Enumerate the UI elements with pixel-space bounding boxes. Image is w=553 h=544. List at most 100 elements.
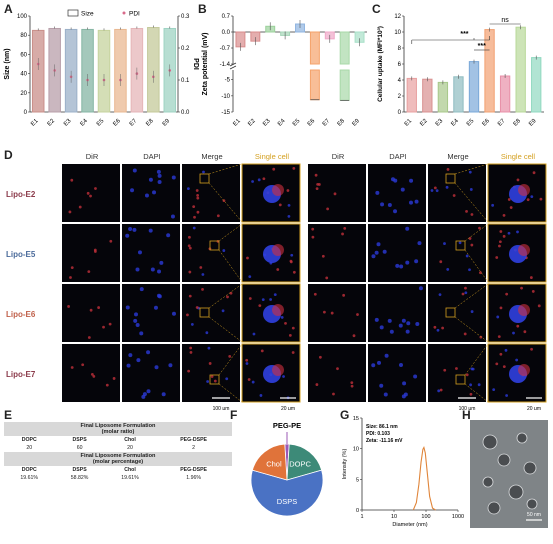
cell-spot (78, 205, 82, 209)
column-header: DAPI (143, 152, 161, 161)
cell-spot (402, 381, 407, 386)
cell-spot (509, 206, 513, 209)
cell-spot (461, 292, 465, 296)
cell-spot (499, 230, 503, 233)
cell-spot (287, 203, 291, 207)
cell-spot (135, 322, 140, 327)
cell-spot (291, 351, 295, 354)
cell-spot (292, 166, 296, 170)
tem-image (470, 420, 548, 528)
sig-label: *** (478, 43, 486, 50)
x-tick-label: 100 (421, 514, 430, 520)
cell-spot (228, 354, 232, 358)
micrograph (62, 164, 120, 222)
cell-spot (352, 334, 356, 338)
chart-a-size-pdi: 0 20 40 60 80 100 0.0 0.1 0.2 0.3 Size (nm) PDI E1 E2… (4, 9, 199, 128)
pie-label: DSPS (277, 497, 297, 506)
cell-spot (415, 322, 420, 327)
zoom-box (199, 173, 210, 184)
cell-spot (245, 362, 249, 365)
y-tick-label: 0 (398, 110, 402, 116)
cell-spot (469, 383, 473, 387)
x-tick-label: E9 (352, 118, 362, 128)
cell-spot (192, 205, 196, 209)
cell-spot (216, 214, 220, 218)
table-cell: 19.61% (121, 475, 139, 481)
cell-spot (269, 298, 273, 301)
cell-spot (441, 326, 445, 330)
cell-spot (418, 286, 423, 291)
cell-spot (139, 331, 144, 336)
cell-spot (133, 318, 138, 323)
cell-spot (496, 315, 500, 319)
cell-spot (470, 243, 474, 247)
dir-signal (272, 364, 284, 376)
y-tick-label: -0.7 (220, 46, 231, 52)
cell-spot (468, 237, 472, 240)
cell-spot (186, 187, 190, 191)
cell-spot (206, 380, 210, 383)
vesicle (523, 461, 537, 475)
x-tick-label: E8 (513, 118, 523, 128)
x-tick-label: E7 (497, 118, 507, 128)
cell-spot (413, 374, 418, 379)
x-tick-label: E5 (96, 118, 106, 128)
cell-spot (379, 325, 384, 330)
cell-spot (414, 199, 419, 204)
cell-spot (229, 291, 233, 295)
bar (309, 69, 320, 101)
x-tick-label: E5 (292, 118, 302, 128)
cell-spot (89, 308, 93, 312)
y-tick-label: 20 (20, 91, 27, 97)
cell-spot (112, 377, 116, 380)
bar (31, 29, 45, 113)
y-tick-label: -5 (225, 78, 231, 84)
cell-spot (196, 196, 200, 200)
y-tick-label: 2 (398, 94, 402, 100)
cell-spot (196, 210, 200, 214)
cell-spot (393, 209, 398, 214)
dir-signal (272, 304, 284, 316)
panel-label-c: C (372, 2, 381, 16)
y-tick-label: 100 (17, 14, 28, 20)
y-tick-label: -15 (221, 110, 230, 116)
cell-spot (132, 168, 137, 173)
cell-spot (188, 270, 192, 274)
pie-slice (250, 469, 324, 517)
cell-spot (468, 268, 471, 272)
cell-spot (433, 325, 437, 329)
cell-spot (507, 231, 511, 235)
zoom-line (218, 343, 243, 376)
cell-spot (315, 383, 319, 386)
x-tick-label: E3 (435, 118, 445, 128)
cell-spot (330, 311, 334, 315)
legend-size: Size (81, 11, 94, 18)
cell-spot (464, 286, 467, 290)
micrograph (428, 284, 486, 342)
cell-spot (512, 331, 515, 335)
cell-spot (502, 365, 506, 369)
sig-label: ns (501, 17, 509, 24)
cell-spot (430, 189, 434, 192)
table-header-chol: Chol (124, 467, 136, 473)
cell-spot (109, 239, 113, 243)
micrograph (428, 344, 486, 402)
cell-spot (390, 177, 395, 182)
cell-spot (166, 233, 171, 238)
cell-spot (478, 226, 481, 230)
cell-spot (529, 276, 533, 279)
cell-spot (94, 187, 97, 190)
y-tick-label: 6 (398, 62, 402, 68)
cell-spot (188, 294, 192, 298)
panel-label-f: F (230, 408, 238, 422)
y-tick-label: 5 (356, 477, 359, 483)
table-header-dsps: DSPS (72, 467, 87, 473)
cell-spot (436, 328, 440, 332)
vesicle (482, 434, 498, 450)
dir-signal (518, 304, 530, 316)
cell-spot (343, 226, 347, 230)
cell-spot (187, 244, 191, 248)
cell-spot (190, 323, 194, 326)
column-header: DiR (86, 152, 99, 161)
x-tick-label: E4 (450, 118, 460, 128)
